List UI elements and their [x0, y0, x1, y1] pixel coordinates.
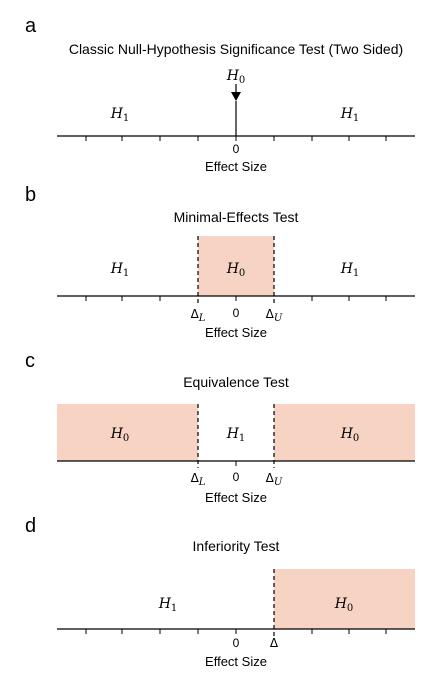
panel-b: b Minimal-Effects Test H0 H1 H1 ΔL 0 ΔU …	[25, 184, 415, 340]
zero-label-b: 0	[233, 306, 240, 320]
h1-left-label-d: H1	[158, 596, 178, 614]
h0-left-label-c: H0	[110, 426, 130, 444]
axis-title-d: Effect Size	[205, 654, 267, 669]
h0-label-b: H0	[226, 261, 246, 279]
panel-letter-b: b	[25, 184, 36, 206]
zero-label-c: 0	[233, 470, 240, 484]
h0-right-region-c	[274, 404, 415, 461]
h0-label-a: H0	[226, 68, 246, 86]
down-arrow-icon	[231, 84, 241, 101]
axis-ticks-b	[85, 296, 387, 301]
h1-right-label-a: H1	[340, 106, 360, 124]
panel-c: c Equivalence Test H0 H1 H0 ΔL 0 ΔU Effe…	[25, 350, 415, 505]
h0-left-region-c	[57, 404, 198, 461]
panel-a: a Classic Null-Hypothesis Significance T…	[25, 15, 415, 174]
h1-center-label-c: H1	[226, 426, 246, 444]
h0-right-label-c: H0	[340, 426, 360, 444]
h1-left-label-b: H1	[110, 261, 130, 279]
h0-right-region-d	[274, 569, 415, 629]
h0-region-b	[198, 236, 274, 296]
h1-right-label-b: H1	[340, 261, 360, 279]
panel-title-a: Classic Null-Hypothesis Significance Tes…	[69, 41, 403, 57]
axis-ticks-a	[85, 136, 387, 141]
zero-label-d: 0	[233, 636, 240, 650]
axis-ticks-d	[85, 629, 387, 634]
panel-title-c: Equivalence Test	[183, 374, 289, 390]
panel-letter-a: a	[25, 15, 37, 37]
delta-l-label-b: ΔL	[191, 307, 206, 324]
h1-left-label-a: H1	[110, 106, 130, 124]
h0-right-label-d: H0	[334, 596, 354, 614]
panel-title-b: Minimal-Effects Test	[174, 209, 299, 225]
zero-label-a: 0	[233, 142, 240, 156]
axis-title-b: Effect Size	[205, 325, 267, 340]
delta-l-label-c: ΔL	[191, 471, 206, 488]
axis-title-c: Effect Size	[205, 490, 267, 505]
panel-letter-c: c	[25, 350, 35, 372]
panel-title-d: Inferiority Test	[193, 538, 280, 554]
panel-letter-d: d	[25, 515, 36, 537]
delta-u-label-c: ΔU	[266, 471, 283, 488]
panel-d: d Inferiority Test H1 H0 0 Δ Effect Size	[25, 515, 415, 669]
axis-title-a: Effect Size	[205, 159, 267, 174]
delta-u-label-b: ΔU	[266, 307, 283, 324]
delta-label-d: Δ	[270, 636, 279, 650]
